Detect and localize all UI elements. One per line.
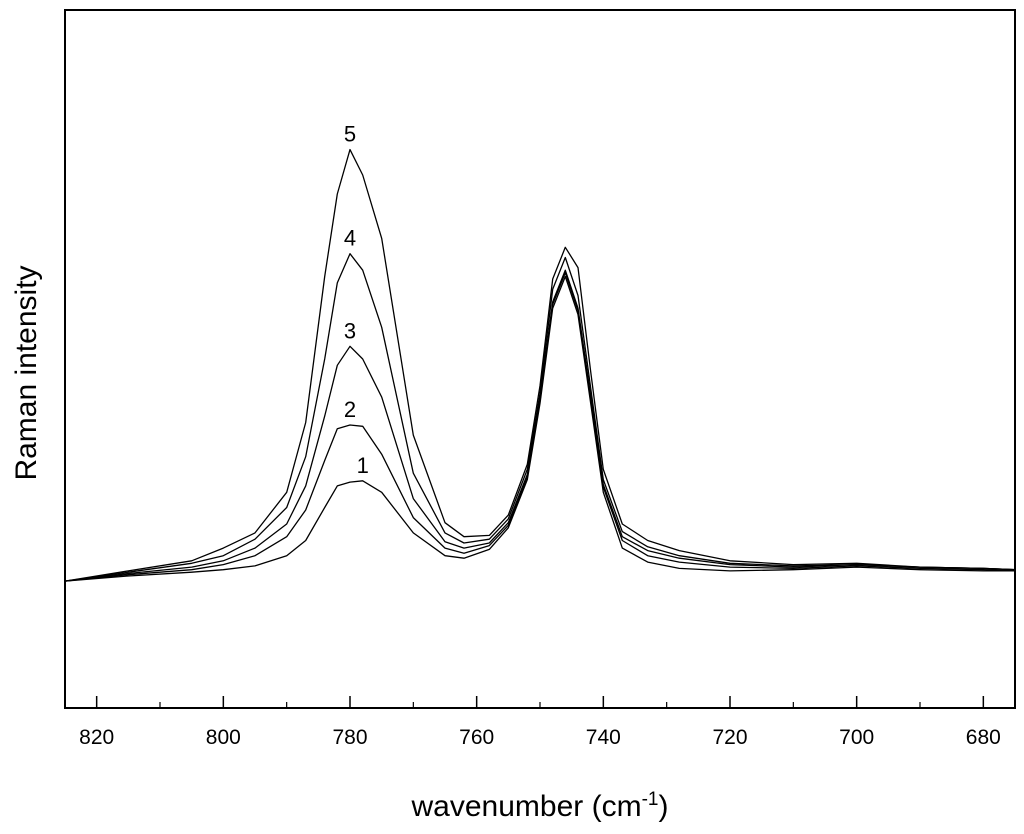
x-ticks-group: 820 800 780 760 740 720 700 680: [79, 696, 1001, 749]
x-tick-label: 800: [206, 726, 241, 749]
curve-labels-group: 1 2 3 4 5: [344, 122, 369, 478]
series-line-3: [64, 269, 1016, 582]
x-tick-label: 820: [79, 726, 114, 749]
series-line-1: [64, 275, 1015, 582]
x-tick-label: 720: [712, 726, 747, 749]
series-line-5: [64, 148, 1016, 582]
x-tick-label: 760: [459, 726, 494, 749]
plot-frame: [64, 9, 1016, 709]
x-axis-title: wavenumber (cm-1): [411, 789, 669, 823]
x-tick-label: 680: [966, 726, 1001, 749]
y-axis-title: Raman intensity: [10, 265, 43, 480]
curve-label-3: 3: [344, 318, 356, 343]
curve-label-4: 4: [344, 226, 356, 251]
curve-label-2: 2: [344, 397, 356, 422]
x-tick-label: 780: [332, 726, 367, 749]
series-line-2: [64, 272, 1016, 582]
x-tick-label: 700: [839, 726, 874, 749]
series-line-4: [64, 253, 1016, 582]
curve-label-5: 5: [344, 122, 356, 147]
series-group: [64, 148, 1016, 582]
x-tick-label: 740: [586, 726, 621, 749]
curve-label-1: 1: [357, 453, 369, 478]
